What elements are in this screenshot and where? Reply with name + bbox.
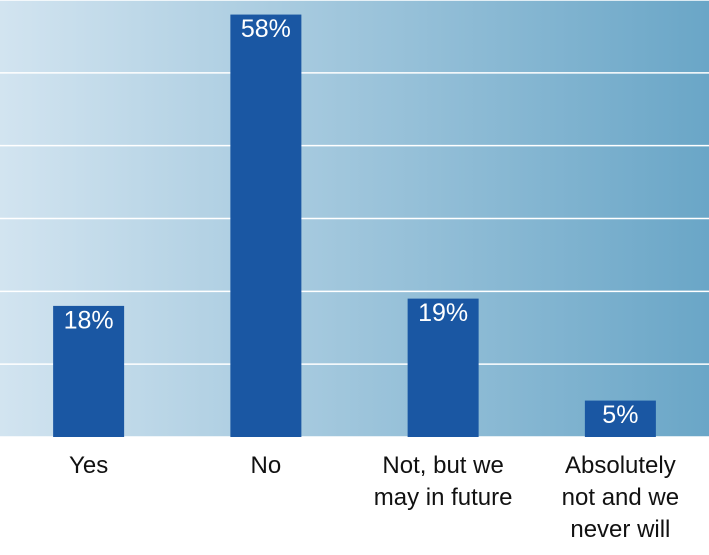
value-label: 5% [602, 401, 638, 429]
bar [53, 305, 125, 437]
bar [407, 298, 479, 437]
x-tick-label: Absolutely not and we never will [561, 452, 680, 543]
x-tick-label: Not, but we may in future [373, 452, 513, 511]
bar [584, 400, 656, 437]
value-label: 18% [64, 307, 114, 335]
bar [230, 14, 302, 437]
x-tick-label: No [250, 452, 282, 479]
x-tick-label: Yes [69, 452, 109, 479]
plot: 18% 58% 19% 5% [0, 0, 709, 438]
value-label: 19% [418, 299, 468, 327]
value-label: 58% [241, 15, 291, 43]
